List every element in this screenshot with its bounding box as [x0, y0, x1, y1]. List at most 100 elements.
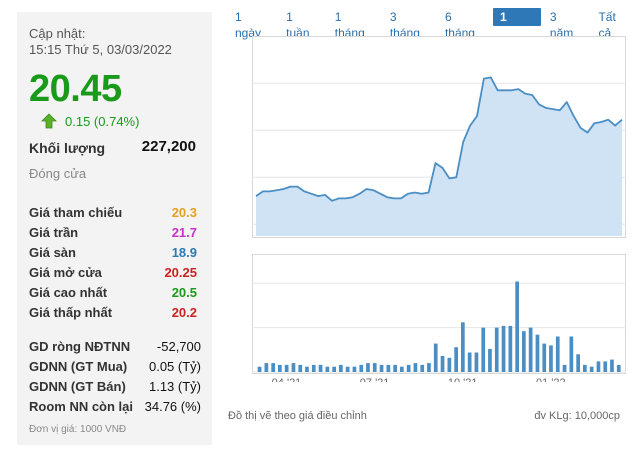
- volume-bar: [427, 363, 431, 372]
- volume-bar: [278, 364, 282, 372]
- foreign-row: GDNN (GT Mua) 0.05 (Tỷ): [29, 356, 201, 376]
- volume-bar: [522, 331, 526, 372]
- volume-label: Khối lượng: [29, 140, 106, 156]
- volume-bar: [461, 322, 465, 372]
- volume-bar: [555, 336, 560, 372]
- volume-bar: [359, 364, 364, 372]
- price-row: Giá cao nhất 20.5: [29, 282, 197, 302]
- price-row-value: 20.2: [171, 304, 197, 320]
- volume-bar: [549, 345, 553, 372]
- volume-bar: [440, 356, 445, 372]
- tab-period[interactable]: 3 tháng: [389, 10, 420, 40]
- volume-bar: [433, 343, 438, 372]
- volume-bar: [535, 334, 540, 372]
- foreign-row-label: GD ròng NĐTNN: [29, 338, 131, 354]
- foreign-row-value: -52,700: [156, 338, 201, 354]
- price-area: [256, 77, 622, 237]
- chart-area: 1618202202.5M5M04 '2107 '2110 '2101 '22: [222, 36, 626, 389]
- tab-period[interactable]: 6 tháng: [444, 10, 475, 40]
- price-table: Giá tham chiếu 20.3 Giá trần 21.7 Giá sàn 18.…: [29, 202, 197, 322]
- price-row: Giá mở cửa 20.25: [29, 262, 197, 282]
- volume-bar: [379, 364, 384, 372]
- price-line: [255, 76, 623, 202]
- volume-bar: [345, 366, 350, 372]
- price-row-label: Giá sàn: [29, 244, 76, 260]
- price-row-value: 21.7: [171, 224, 197, 240]
- stock-chart: 1618202202.5M5M04 '2107 '2110 '2101 '22: [222, 36, 626, 389]
- volume-bar: [583, 364, 587, 372]
- volume-bar: [474, 352, 479, 372]
- foreign-trading-table: GD ròng NĐTNN -52,700 GDNN (GT Mua) 0.05 (T…: [29, 336, 201, 416]
- volume-bar: [454, 347, 458, 372]
- tab-period[interactable]: Tất cả: [598, 10, 616, 40]
- foreign-row-value: 34.76 (%): [144, 398, 201, 414]
- volume-bar: [542, 343, 547, 372]
- foreign-row-value: 0.05 (Tỷ): [148, 358, 201, 374]
- change-value: 0.15 (0.74%): [65, 113, 140, 129]
- volume-bar: [298, 364, 303, 372]
- volume-bar: [494, 327, 499, 372]
- tab-period[interactable]: 3 năm: [549, 10, 574, 40]
- x-tick-label: 10 '21: [448, 377, 478, 382]
- tab-period[interactable]: 1 ngày: [235, 10, 262, 40]
- foreign-row-value: 1.13 (Tỷ): [148, 378, 201, 394]
- volume-bar: [311, 364, 316, 372]
- volume-bar: [610, 359, 614, 372]
- price-row-value: 20.3: [171, 204, 197, 220]
- price-row: Giá trần 21.7: [29, 222, 197, 242]
- market-status: Đóng cửa: [29, 166, 87, 181]
- price-row-label: Giá mở cửa: [29, 264, 102, 280]
- volume-bar: [528, 327, 533, 372]
- volume-bar: [400, 366, 404, 372]
- price-row-label: Giá cao nhất: [29, 284, 108, 300]
- price-row: Giá tham chiếu 20.3: [29, 202, 197, 222]
- volume-bar: [291, 363, 296, 372]
- price-row-value: 20.25: [164, 264, 197, 280]
- volume-bar: [325, 366, 330, 372]
- volume-bar: [406, 364, 411, 372]
- volume-bar: [271, 363, 275, 372]
- tab-period[interactable]: 1 năm: [493, 8, 541, 40]
- price-row-value: 20.5: [171, 284, 197, 300]
- volume-panel-frame: [252, 254, 626, 374]
- volume-bar: [339, 364, 343, 372]
- price-row: Giá thấp nhất 20.2: [29, 302, 197, 322]
- foreign-row: Room NN còn lại 34.76 (%): [29, 396, 201, 416]
- volume-bar: [305, 366, 309, 372]
- volume-bar: [413, 363, 418, 372]
- volume-bar: [589, 366, 594, 372]
- foreign-row-label: GDNN (GT Bán): [29, 378, 126, 394]
- volume-bar: [393, 364, 397, 372]
- volume-bar: [366, 363, 370, 372]
- update-label: Cập nhật:: [29, 26, 86, 41]
- volume-bar: [508, 325, 513, 372]
- volume-bar: [488, 348, 492, 372]
- unit-note: Đơn vị giá: 1000 VNĐ: [29, 424, 127, 435]
- volume-bar: [372, 363, 377, 372]
- volume-bar: [576, 354, 580, 372]
- foreign-row-label: Room NN còn lại: [29, 398, 134, 414]
- volume-bar: [284, 364, 289, 372]
- volume-value: 227,200: [141, 138, 196, 155]
- volume-bar: [420, 364, 425, 372]
- volume-bar: [569, 336, 574, 372]
- volume-bar: [467, 352, 472, 372]
- period-tabs: 1 ngày 1 tuần 1 tháng 3 tháng 6 tháng 1 năm 3 …: [228, 8, 640, 40]
- volume-bar: [264, 363, 269, 372]
- update-time: 15:15 Thứ 5, 03/03/2022: [29, 42, 172, 57]
- volume-bar: [257, 366, 262, 372]
- price-change: 0.15 (0.74%): [41, 113, 139, 129]
- price-row-label: Giá thấp nhất: [29, 304, 113, 320]
- stock-info-panel: Cập nhật: 15:15 Thứ 5, 03/03/2022 20.45 …: [17, 12, 212, 445]
- volume-bar: [515, 281, 519, 372]
- foreign-row: GD ròng NĐTNN -52,700: [29, 336, 201, 356]
- tab-period[interactable]: 1 tuần: [286, 10, 310, 40]
- volume-bar: [318, 364, 323, 372]
- tab-period[interactable]: 1 tháng: [334, 10, 365, 40]
- chart-footnote: Đồ thị vẽ theo giá điều chỉnh: [228, 410, 367, 422]
- x-tick-label: 04 '21: [272, 377, 302, 382]
- volume-bar: [447, 357, 452, 372]
- volume-bar: [562, 364, 567, 372]
- foreign-row-label: GDNN (GT Mua): [29, 358, 128, 374]
- price-row-label: Giá tham chiếu: [29, 204, 123, 220]
